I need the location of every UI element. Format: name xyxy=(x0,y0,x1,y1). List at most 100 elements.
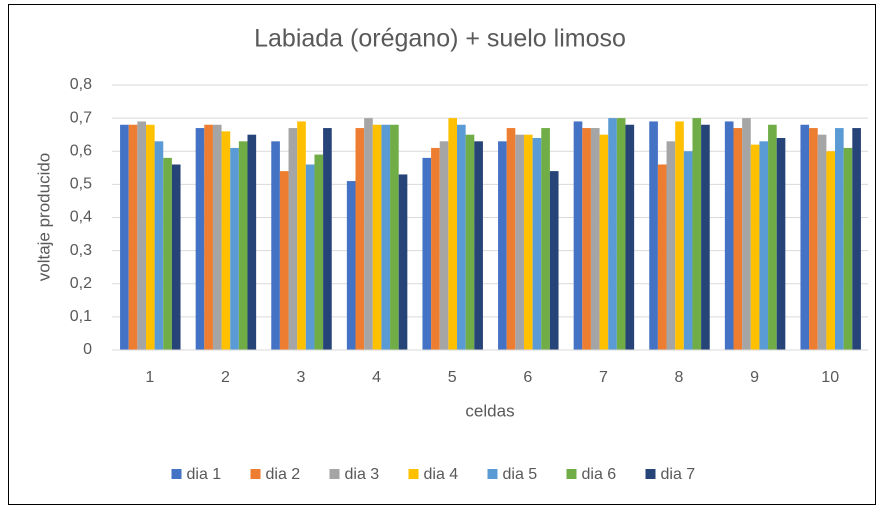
x-tick-label: 5 xyxy=(448,369,457,386)
bar xyxy=(238,141,248,350)
bar xyxy=(297,121,306,350)
bar xyxy=(649,121,658,350)
bar xyxy=(835,128,844,350)
bar xyxy=(590,128,600,350)
bar xyxy=(826,151,836,350)
legend-swatch xyxy=(408,469,419,479)
bar xyxy=(742,118,751,350)
bar xyxy=(733,128,743,350)
x-tick-label: 4 xyxy=(372,369,381,386)
bar xyxy=(439,141,449,350)
legend-swatch xyxy=(329,469,340,479)
x-tick-label: 10 xyxy=(821,369,839,386)
bar xyxy=(573,121,583,350)
bar xyxy=(657,164,667,350)
bar xyxy=(532,138,542,350)
x-tick-label: 9 xyxy=(750,369,759,386)
bar xyxy=(154,141,164,350)
bar xyxy=(465,134,475,350)
bar xyxy=(541,128,550,350)
bar xyxy=(523,134,533,350)
bar xyxy=(271,141,280,350)
legend-label: dia 2 xyxy=(266,466,301,483)
bar xyxy=(759,141,769,350)
y-axis-title: voltaje producido xyxy=(34,153,53,282)
bar xyxy=(381,124,391,350)
bar xyxy=(817,134,827,350)
bar xyxy=(625,124,635,350)
bar xyxy=(305,164,315,350)
bar xyxy=(323,128,332,350)
bar xyxy=(750,144,760,350)
x-axis-title: celdas xyxy=(465,401,514,420)
legend-label: dia 3 xyxy=(345,466,380,483)
bar xyxy=(474,141,483,350)
bar xyxy=(431,147,440,350)
bar xyxy=(390,124,399,350)
bar xyxy=(221,131,231,350)
chart-title: Labiada (orégano) + suelo limoso xyxy=(254,25,626,53)
y-tick-label: 0,7 xyxy=(70,109,92,126)
bar xyxy=(137,121,146,350)
bar xyxy=(364,118,373,350)
x-tick-label: 3 xyxy=(297,369,306,386)
legend-label: dia 4 xyxy=(424,466,459,483)
bar xyxy=(506,128,516,350)
x-tick-label: 1 xyxy=(145,369,154,386)
legend-swatch xyxy=(487,469,498,479)
bar xyxy=(346,181,356,350)
bar xyxy=(120,124,129,350)
bar xyxy=(692,118,702,350)
bar xyxy=(582,128,591,350)
bar xyxy=(457,124,466,350)
bar xyxy=(279,171,289,350)
bar xyxy=(247,134,257,350)
legend-label: dia 5 xyxy=(503,466,538,483)
y-tick-label: 0,6 xyxy=(70,142,92,159)
bar xyxy=(666,141,676,350)
y-tick-label: 0,1 xyxy=(70,308,92,325)
x-tick-label: 7 xyxy=(599,369,608,386)
bar xyxy=(843,147,853,350)
bar xyxy=(498,141,507,350)
bar xyxy=(616,118,626,350)
bar xyxy=(701,124,710,350)
bar xyxy=(398,174,408,350)
bar xyxy=(768,124,777,350)
bar xyxy=(230,147,239,350)
legend-swatch xyxy=(566,469,577,479)
bar xyxy=(314,154,324,350)
y-tick-label: 0,5 xyxy=(70,176,92,193)
bar xyxy=(204,124,213,350)
legend-swatch xyxy=(250,469,261,479)
bar xyxy=(145,124,155,350)
bar xyxy=(195,128,205,350)
y-tick-label: 0,2 xyxy=(70,275,92,292)
bar xyxy=(683,151,693,350)
bar xyxy=(212,124,222,350)
bar xyxy=(128,124,138,350)
x-tick-label: 8 xyxy=(675,369,684,386)
bar xyxy=(724,121,734,350)
bar xyxy=(852,128,861,350)
legend-swatch xyxy=(645,469,656,479)
legend-label: dia 6 xyxy=(582,466,617,483)
bar xyxy=(422,157,432,350)
bar xyxy=(800,124,810,350)
y-tick-label: 0,4 xyxy=(70,209,92,226)
y-tick-label: 0,8 xyxy=(70,76,92,93)
bar xyxy=(599,134,609,350)
legend-label: dia 7 xyxy=(661,466,696,483)
bar xyxy=(163,157,172,350)
x-tick-label: 2 xyxy=(221,369,230,386)
bar xyxy=(549,171,559,350)
y-tick-label: 0,3 xyxy=(70,242,92,259)
y-tick-label: 0 xyxy=(83,341,92,358)
bar xyxy=(288,128,298,350)
legend-swatch xyxy=(171,469,182,479)
bar xyxy=(675,121,684,350)
bar xyxy=(608,118,617,350)
bar xyxy=(171,164,181,350)
